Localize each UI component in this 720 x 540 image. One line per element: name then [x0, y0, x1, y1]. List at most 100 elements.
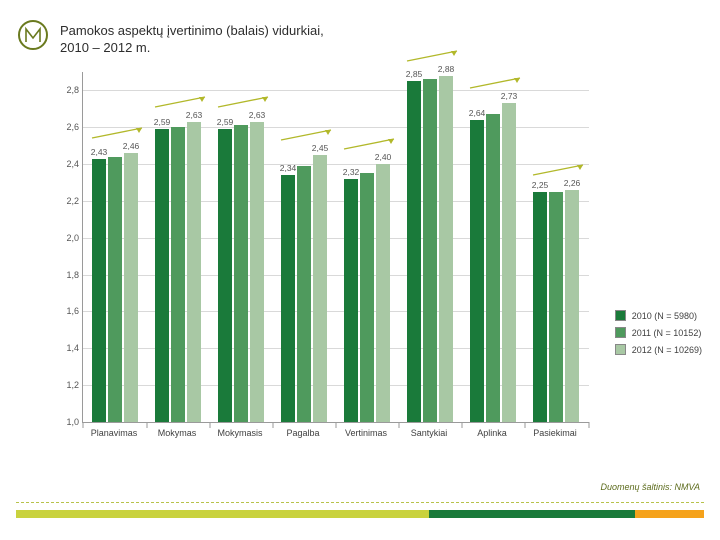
trend-arrow-icon	[151, 92, 211, 112]
bar	[502, 103, 516, 422]
footer-divider	[16, 502, 704, 504]
bar	[234, 125, 248, 422]
footer-stripe	[16, 510, 704, 518]
y-tick-label: 2,4	[59, 159, 79, 169]
chart: 1,01,21,41,61,82,02,22,42,62,82,432,462,…	[58, 72, 588, 452]
bar-value-label: 2,34	[280, 163, 297, 173]
x-category-label: Vertinimas	[345, 428, 387, 438]
footer-segment	[16, 510, 429, 518]
y-tick-label: 1,6	[59, 306, 79, 316]
legend-item: 2010 (N = 5980)	[615, 310, 702, 321]
bar-value-label: 2,32	[343, 167, 360, 177]
bar	[439, 76, 453, 422]
bar-value-label: 2,46	[123, 141, 140, 151]
x-category-label: Pagalba	[286, 428, 319, 438]
bar	[218, 129, 232, 422]
bar-value-label: 2,59	[154, 117, 171, 127]
bar-group: 2,32 2,40	[344, 72, 390, 422]
bar	[108, 157, 122, 422]
bar	[250, 122, 264, 422]
bar-group: 2,59 2,63	[218, 72, 264, 422]
bar-group: 2,34 2,45	[281, 72, 327, 422]
bar	[423, 79, 437, 422]
legend: 2010 (N = 5980) 2011 (N = 10152) 2012 (N =…	[615, 310, 702, 361]
legend-swatch	[615, 327, 626, 338]
footer-segment	[635, 510, 704, 518]
y-tick-label: 1,0	[59, 417, 79, 427]
bar-value-label: 2,45	[312, 143, 329, 153]
x-tick	[335, 422, 336, 428]
trend-arrow-icon	[88, 123, 148, 143]
trend-arrow-icon	[529, 160, 589, 180]
y-tick-label: 1,2	[59, 380, 79, 390]
bar	[407, 81, 421, 422]
x-tick	[461, 422, 462, 428]
x-category-label: Aplinka	[477, 428, 507, 438]
x-category-label: Santykiai	[411, 428, 448, 438]
x-tick	[272, 422, 273, 428]
bar	[155, 129, 169, 422]
y-tick-label: 2,0	[59, 233, 79, 243]
x-category-label: Mokymasis	[217, 428, 262, 438]
bar	[171, 127, 185, 422]
y-tick-label: 1,4	[59, 343, 79, 353]
bar-value-label: 2,63	[186, 110, 203, 120]
legend-label: 2011 (N = 10152)	[632, 328, 702, 338]
x-category-label: Mokymas	[158, 428, 197, 438]
bar-group: 2,25 2,26	[533, 72, 579, 422]
legend-swatch	[615, 310, 626, 321]
x-category-label: Planavimas	[91, 428, 138, 438]
bar	[281, 175, 295, 422]
chart-title: Pamokos aspektų įvertinimo (balais) vidu…	[60, 22, 324, 56]
bar	[376, 164, 390, 422]
trend-arrow-icon	[340, 134, 400, 154]
title-line1: Pamokos aspektų įvertinimo (balais) vidu…	[60, 22, 324, 39]
bar	[92, 159, 106, 422]
y-tick-label: 2,8	[59, 85, 79, 95]
x-tick	[146, 422, 147, 428]
title-line2: 2010 – 2012 m.	[60, 39, 324, 56]
x-tick	[524, 422, 525, 428]
bar	[313, 155, 327, 422]
bar-value-label: 2,43	[91, 147, 108, 157]
bar	[565, 190, 579, 422]
x-tick	[589, 422, 590, 428]
bar	[187, 122, 201, 422]
y-tick-label: 2,2	[59, 196, 79, 206]
bar-value-label: 2,73	[501, 91, 518, 101]
bar-value-label: 2,64	[469, 108, 486, 118]
bar	[549, 192, 563, 422]
bar	[486, 114, 500, 422]
legend-item: 2011 (N = 10152)	[615, 327, 702, 338]
bar-value-label: 2,85	[406, 69, 423, 79]
legend-item: 2012 (N = 10269)	[615, 344, 702, 355]
bar-group: 2,59 2,63	[155, 72, 201, 422]
bar	[360, 173, 374, 422]
bar-value-label: 2,63	[249, 110, 266, 120]
bar-group: 2,852,88	[407, 72, 453, 422]
bar-value-label: 2,88	[438, 64, 455, 74]
x-category-label: Pasiekimai	[533, 428, 577, 438]
bar	[297, 166, 311, 422]
trend-arrow-icon	[214, 92, 274, 112]
legend-label: 2010 (N = 5980)	[632, 311, 697, 321]
bar-group: 2,64 2,73	[470, 72, 516, 422]
x-tick	[209, 422, 210, 428]
footer-segment	[429, 510, 635, 518]
y-tick-label: 1,8	[59, 270, 79, 280]
bar-value-label: 2,59	[217, 117, 234, 127]
bar-value-label: 2,26	[564, 178, 581, 188]
bar	[124, 153, 138, 422]
bar	[344, 179, 358, 422]
bar-value-label: 2,25	[532, 180, 549, 190]
legend-label: 2012 (N = 10269)	[632, 345, 702, 355]
brand-logo	[18, 20, 48, 50]
bar	[470, 120, 484, 422]
bar-group: 2,43 2,46	[92, 72, 138, 422]
y-tick-label: 2,6	[59, 122, 79, 132]
legend-swatch	[615, 344, 626, 355]
bar-value-label: 2,40	[375, 152, 392, 162]
source-label: Duomenų šaltinis: NMVA	[600, 482, 700, 492]
x-tick	[83, 422, 84, 428]
plot-region: 1,01,21,41,61,82,02,22,42,62,82,432,462,…	[82, 72, 589, 423]
